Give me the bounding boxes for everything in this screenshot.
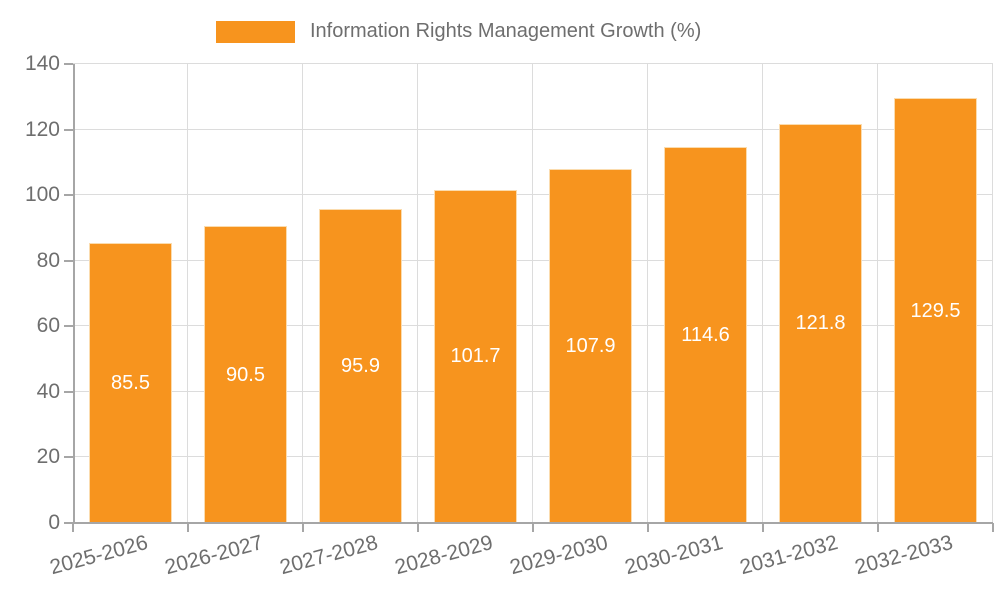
y-tick-mark	[64, 259, 73, 262]
h-gridline	[73, 63, 993, 64]
x-tick-mark	[992, 523, 994, 532]
x-tick-label: 2025-2026	[47, 531, 151, 580]
bar-value-label: 85.5	[111, 371, 150, 394]
x-tick-mark	[417, 523, 419, 532]
y-tick-label: 100	[24, 183, 60, 207]
y-tick-mark	[64, 128, 73, 131]
legend: Information Rights Management Growth (%)	[216, 20, 701, 43]
x-tick-mark	[762, 523, 764, 532]
v-gridline	[762, 64, 763, 523]
v-gridline	[187, 64, 188, 523]
y-tick-label: 60	[36, 314, 60, 338]
y-tick-label: 140	[24, 52, 60, 75]
h-gridline	[73, 194, 993, 196]
bar-value-label: 114.6	[681, 324, 730, 347]
legend-swatch	[216, 20, 295, 43]
y-tick-mark	[64, 456, 73, 459]
y-axis-line	[73, 64, 75, 523]
bar-value-label: 129.5	[910, 299, 961, 322]
x-axis-line	[73, 522, 993, 524]
y-tick-label: 80	[36, 248, 60, 272]
y-tick-mark	[64, 63, 73, 65]
bar: 85.5	[89, 242, 172, 523]
v-gridline	[647, 64, 648, 523]
y-tick-mark	[64, 522, 73, 524]
bar-value-label: 107.9	[565, 335, 616, 358]
h-gridline	[73, 456, 993, 458]
x-tick-label: 2027-2028	[277, 531, 381, 580]
v-gridline	[417, 64, 418, 523]
plot-area: 85.5 90.5 95.9 101.7 107.9 114.6 121.8 129.5	[73, 63, 993, 524]
x-tick-label: 2026-2027	[162, 531, 266, 580]
v-gridline	[992, 64, 993, 523]
bar-value-label: 101.7	[450, 345, 501, 368]
x-tick-label: 2030-2031	[622, 531, 726, 580]
h-gridline	[73, 390, 993, 392]
y-tick-label: 0	[48, 511, 60, 534]
bar: 114.6	[664, 147, 747, 523]
x-tick-label: 2031-2032	[737, 531, 841, 580]
y-tick-mark	[64, 325, 73, 328]
x-tick-mark	[187, 523, 189, 532]
v-gridline	[302, 64, 303, 523]
h-gridline	[73, 325, 993, 327]
h-gridline	[73, 259, 993, 261]
bar: 95.9	[319, 208, 402, 523]
y-tick-mark	[64, 194, 73, 197]
v-gridline	[877, 64, 878, 523]
bar-value-label: 90.5	[226, 363, 265, 386]
bar: 121.8	[779, 123, 862, 523]
bar: 101.7	[434, 189, 517, 523]
h-gridline	[73, 128, 993, 130]
x-tick-mark	[877, 523, 879, 532]
y-tick-label: 120	[24, 117, 60, 141]
x-tick-label: 2028-2029	[392, 531, 496, 580]
bar: 107.9	[549, 169, 632, 523]
x-tick-label: 2029-2030	[507, 531, 611, 580]
legend-label: Information Rights Management Growth (%)	[310, 20, 702, 42]
v-gridline	[532, 64, 533, 523]
x-tick-label: 2032-2033	[852, 531, 956, 580]
bar-value-label: 121.8	[795, 312, 846, 335]
x-tick-mark	[647, 523, 649, 532]
x-tick-mark	[302, 523, 304, 532]
x-tick-mark	[72, 523, 74, 532]
bar-value-label: 95.9	[341, 354, 380, 377]
bar: 90.5	[204, 226, 287, 523]
y-tick-mark	[64, 390, 73, 393]
y-tick-label: 40	[36, 379, 60, 403]
x-tick-mark	[532, 523, 534, 532]
y-tick-label: 20	[36, 445, 60, 469]
bar: 129.5	[894, 98, 977, 523]
